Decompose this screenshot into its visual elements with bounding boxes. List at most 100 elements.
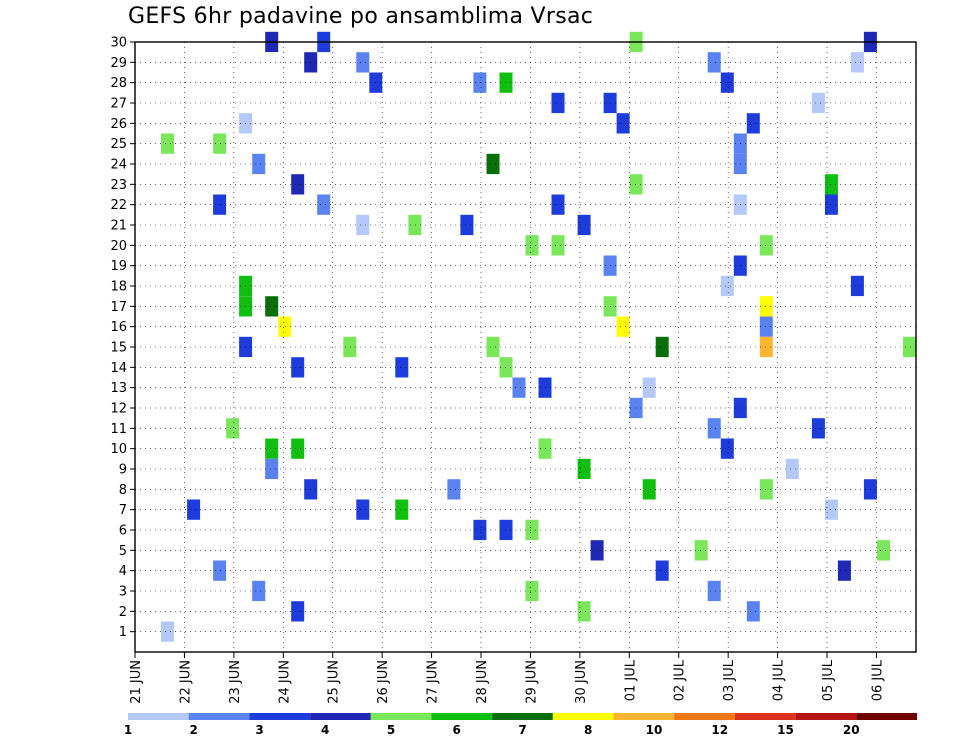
x-tick-label: 03 JUL: [722, 659, 737, 701]
heatmap-cell: [356, 499, 370, 520]
y-tick-label: 28: [110, 76, 127, 91]
x-tick-label: 24 JUN: [277, 660, 292, 704]
heatmap-cell: [785, 458, 799, 480]
x-tick-label: 28 JUN: [475, 660, 490, 704]
colorbar-swatch: [431, 713, 493, 720]
heatmap-cell: [226, 418, 240, 439]
heatmap-cell: [759, 235, 773, 256]
heatmap-cell: [590, 540, 604, 561]
heatmap-cell: [356, 52, 370, 73]
y-tick-label: 6: [119, 524, 127, 539]
y-tick-label: 21: [110, 219, 127, 234]
colorbar-label: 20: [843, 723, 860, 737]
heatmap-cell: [759, 479, 773, 500]
heatmap-cell: [291, 601, 305, 622]
y-tick-label: 9: [119, 463, 127, 478]
x-tick-label: 22 JUN: [178, 660, 193, 704]
heatmap-cell: [707, 52, 721, 73]
x-tick-label: 26 JUN: [376, 660, 391, 704]
y-tick-label: 14: [110, 361, 127, 376]
heatmap-cell: [252, 580, 266, 602]
y-tick-label: 22: [110, 198, 127, 213]
x-tick-label: 05 JUL: [821, 659, 836, 701]
y-tick-label: 25: [110, 137, 127, 152]
heatmap-cell: [525, 580, 539, 602]
y-tick-label: 13: [110, 381, 127, 396]
colorbar-label: 12: [711, 723, 728, 737]
y-tick-label: 17: [110, 300, 127, 315]
heatmap-cell: [616, 316, 630, 337]
y-tick-label: 8: [119, 483, 127, 498]
heatmap-cell: [278, 316, 292, 337]
colorbar-label: 1: [124, 723, 132, 737]
heatmap-cell: [213, 560, 227, 581]
heatmap-cell: [291, 438, 305, 459]
colorbar-swatch: [613, 713, 675, 720]
heatmap-cell: [473, 72, 487, 93]
colorbar-label: 6: [453, 723, 461, 737]
y-tick-label: 3: [119, 585, 127, 600]
heatmap-cell: [707, 418, 721, 439]
x-tick-label: 29 JUN: [524, 660, 539, 704]
y-tick-label: 16: [110, 320, 127, 335]
heatmap-cell: [551, 235, 565, 256]
chart-title: GEFS 6hr padavine po ansamblima Vrsac: [128, 4, 594, 29]
heatmap-cell: [629, 174, 643, 195]
colorbar: 1 2 3 4 5 6 7 8 10 12 15 20: [124, 713, 917, 737]
y-tick-label: 1: [119, 625, 127, 640]
heatmap-cell: [746, 601, 760, 622]
y-tick-label: 12: [110, 402, 127, 417]
heatmap-cell: [187, 499, 201, 520]
heatmap-cell: [265, 296, 279, 317]
x-tick-label: 25 JUN: [327, 660, 342, 704]
heatmap-cell: [824, 174, 838, 195]
y-tick-label: 2: [119, 605, 127, 620]
heatmap-cell: [629, 397, 643, 419]
y-tick-label: 27: [110, 97, 127, 112]
x-tick-label: 04 JUL: [772, 659, 787, 701]
x-tick-label: 01 JUL: [623, 659, 638, 701]
colorbar-swatch: [492, 713, 553, 720]
y-tick-label: 23: [110, 178, 127, 193]
heatmap-cell: [317, 194, 331, 215]
heatmap-cell: [551, 194, 565, 215]
colorbar-label: 4: [321, 723, 329, 737]
grid-lines: [134, 41, 916, 652]
colorbar-label: 3: [255, 723, 263, 737]
heatmap-cell: [213, 194, 227, 215]
heatmap-cell: [811, 92, 825, 114]
heatmap-cell: [759, 336, 773, 358]
heatmap-cell: [616, 113, 630, 134]
colorbar-swatch: [734, 713, 796, 720]
colorbar-label: 15: [777, 723, 794, 737]
heatmap-cell: [356, 214, 370, 236]
colorbar-swatch: [249, 713, 311, 720]
heatmap-cell: [720, 275, 734, 297]
heatmap-cell: [850, 275, 864, 297]
heatmap-cell: [824, 499, 838, 520]
y-tick-label: 7: [119, 503, 127, 518]
heatmap-cell: [720, 72, 734, 93]
heatmap-cell: [577, 601, 591, 622]
colorbar-swatch: [370, 713, 432, 720]
heatmap-cell: [525, 235, 539, 256]
heatmap-cell: [746, 113, 760, 134]
colorbar-swatch: [674, 713, 735, 720]
heatmap-cell: [850, 52, 864, 73]
heatmap-cell: [811, 418, 825, 439]
y-tick-label: 30: [110, 36, 127, 51]
heatmap-cell: [213, 133, 227, 154]
heatmap-cell: [161, 133, 174, 154]
heatmap-cell: [759, 296, 773, 317]
heatmap-cell: [655, 336, 669, 358]
heatmap-cell: [161, 621, 174, 642]
heatmap-cell: [395, 499, 409, 520]
x-tick-label: 23 JUN: [228, 660, 243, 704]
heatmap-cell: [694, 540, 708, 561]
heatmap-cell: [577, 458, 591, 480]
colorbar-label: 5: [387, 723, 395, 737]
y-tick-label: 4: [119, 564, 127, 579]
colorbar-swatch: [552, 713, 614, 720]
axes: 1234567891011121314151617181920212223242…: [110, 36, 917, 704]
